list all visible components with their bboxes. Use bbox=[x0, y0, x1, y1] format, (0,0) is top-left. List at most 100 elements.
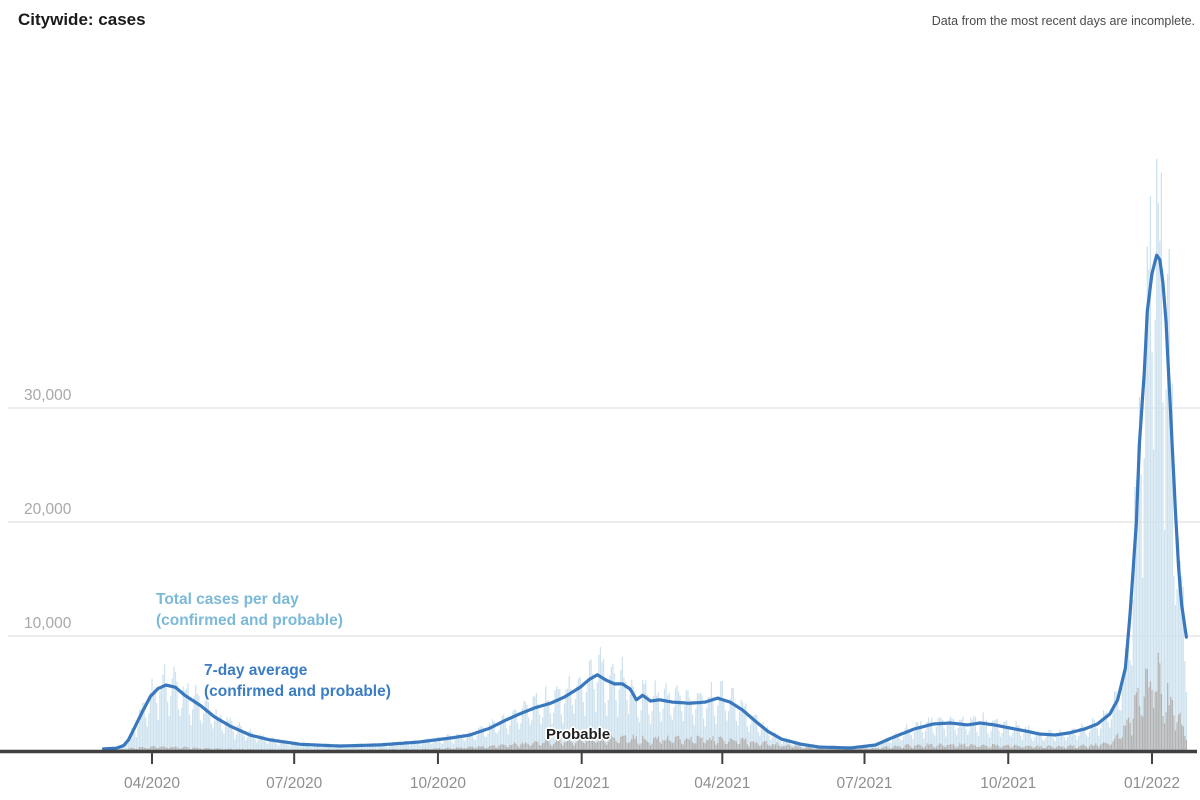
daily-total-bar bbox=[245, 740, 247, 750]
daily-total-bar bbox=[490, 725, 492, 750]
daily-probable-bar bbox=[690, 736, 692, 750]
daily-total-bar bbox=[1048, 729, 1050, 750]
daily-probable-bar bbox=[743, 739, 745, 750]
daily-total-bar bbox=[746, 726, 748, 750]
daily-total-bar bbox=[173, 666, 175, 750]
daily-total-bar bbox=[1068, 732, 1070, 750]
daily-total-bar bbox=[538, 714, 541, 750]
daily-total-bar bbox=[565, 689, 567, 750]
daily-probable-bar bbox=[379, 749, 381, 750]
daily-total-bar bbox=[623, 677, 625, 750]
daily-total-bar bbox=[262, 734, 264, 750]
daily-probable-bar bbox=[827, 747, 830, 750]
annotation-7day-average: 7-day average (confirmed and probable) bbox=[204, 660, 391, 702]
daily-probable-bar bbox=[949, 744, 952, 750]
daily-probable-bar bbox=[438, 747, 441, 750]
daily-total-bar bbox=[952, 719, 955, 750]
daily-probable-bar bbox=[1040, 745, 1042, 750]
daily-total-bar bbox=[985, 719, 988, 750]
daily-total-bar bbox=[388, 744, 391, 750]
daily-total-bar bbox=[1065, 740, 1067, 750]
daily-total-bar bbox=[185, 688, 188, 750]
daily-total-bar bbox=[1160, 172, 1163, 750]
daily-probable-bar bbox=[884, 746, 886, 750]
daily-total-bar bbox=[771, 737, 773, 750]
daily-probable-bar bbox=[910, 747, 913, 750]
daily-probable-bar bbox=[871, 748, 873, 750]
daily-probable-bar bbox=[1179, 712, 1181, 750]
daily-total-bar bbox=[277, 745, 280, 750]
daily-probable-bar bbox=[1012, 746, 1014, 750]
daily-probable-bar bbox=[877, 748, 880, 750]
daily-total-bar bbox=[1137, 443, 1139, 750]
daily-probable-bar bbox=[512, 744, 514, 750]
daily-total-bar bbox=[921, 732, 923, 750]
daily-probable-bar bbox=[1143, 696, 1145, 750]
daily-total-bar bbox=[984, 721, 986, 750]
daily-total-bar bbox=[982, 712, 984, 750]
daily-total-bar bbox=[349, 744, 352, 750]
daily-total-bar bbox=[465, 738, 467, 750]
daily-total-bar bbox=[334, 746, 336, 750]
daily-probable-bar bbox=[723, 740, 725, 750]
daily-probable-bar bbox=[568, 737, 570, 750]
daily-total-bar bbox=[406, 741, 408, 750]
daily-total-bar bbox=[923, 738, 925, 750]
daily-total-bar bbox=[685, 690, 688, 750]
daily-probable-bar bbox=[117, 748, 119, 750]
daily-probable-bar bbox=[1051, 746, 1053, 750]
daily-total-bar bbox=[620, 670, 622, 750]
daily-total-bar bbox=[532, 696, 534, 750]
daily-total-bar bbox=[174, 671, 177, 750]
daily-probable-bar bbox=[401, 749, 403, 750]
daily-total-bar bbox=[367, 746, 369, 750]
daily-probable-bar bbox=[142, 746, 144, 750]
daily-probable-bar bbox=[182, 747, 184, 750]
daily-probable-bar bbox=[1023, 747, 1025, 750]
daily-total-bar bbox=[1067, 737, 1069, 750]
daily-probable-bar bbox=[1038, 746, 1041, 750]
daily-total-bar bbox=[940, 717, 942, 750]
daily-probable-bar bbox=[198, 748, 200, 750]
daily-total-bar bbox=[145, 717, 147, 750]
daily-total-bar bbox=[287, 744, 289, 750]
daily-total-bar bbox=[1035, 731, 1038, 750]
daily-total-bar bbox=[756, 714, 758, 750]
daily-probable-bar bbox=[1046, 746, 1048, 750]
daily-total-bar bbox=[885, 737, 888, 750]
daily-total-bar bbox=[751, 716, 753, 750]
daily-probable-bar bbox=[948, 744, 950, 750]
daily-probable-bar bbox=[195, 747, 197, 750]
y-axis-tick-label: 30,000 bbox=[24, 387, 72, 404]
daily-probable-bar bbox=[560, 743, 563, 750]
x-axis-tick-label: 10/2020 bbox=[410, 775, 466, 792]
daily-total-bar bbox=[445, 737, 447, 750]
daily-probable-bar bbox=[1035, 746, 1038, 750]
daily-probable-bar bbox=[1007, 744, 1009, 750]
daily-probable-bar bbox=[559, 738, 561, 750]
daily-probable-bar bbox=[152, 746, 155, 750]
daily-probable-bar bbox=[962, 744, 964, 750]
daily-probable-bar bbox=[792, 747, 794, 750]
daily-probable-bar bbox=[670, 741, 672, 750]
daily-total-bar bbox=[192, 709, 194, 750]
daily-total-bar bbox=[643, 684, 645, 750]
daily-probable-bar bbox=[1110, 744, 1113, 750]
daily-total-bar bbox=[727, 711, 730, 750]
daily-probable-bar bbox=[1181, 724, 1183, 750]
daily-total-bar bbox=[582, 702, 584, 750]
daily-total-bar bbox=[296, 743, 298, 750]
daily-total-bar bbox=[481, 726, 483, 750]
daily-probable-bar bbox=[188, 748, 191, 750]
daily-probable-bar bbox=[745, 738, 747, 750]
x-axis-tick-label: 07/2020 bbox=[266, 775, 322, 792]
daily-total-bar bbox=[317, 744, 319, 750]
daily-total-bar bbox=[195, 684, 197, 750]
daily-probable-bar bbox=[1021, 747, 1023, 750]
daily-probable-bar bbox=[582, 742, 584, 750]
daily-total-bar bbox=[876, 744, 878, 750]
daily-total-bar bbox=[901, 740, 903, 750]
daily-total-bar bbox=[140, 709, 142, 750]
daily-probable-bar bbox=[713, 741, 716, 750]
